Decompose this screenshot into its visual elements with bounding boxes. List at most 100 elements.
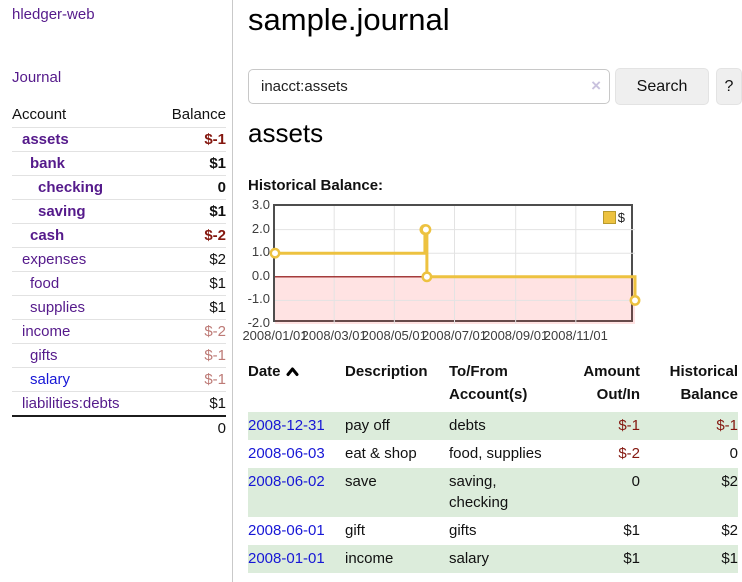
transaction-description-cell: eat & shop	[345, 445, 417, 462]
accounts-total-row: 0	[12, 415, 226, 440]
account-balance: $-2	[204, 323, 226, 340]
transaction-date-cell: 2008-12-31	[248, 412, 345, 440]
transaction-row: 2008-01-01 income salary $1 $1	[248, 545, 738, 573]
nav-journal-link[interactable]: Journal	[12, 69, 62, 86]
account-row: checking 0	[12, 175, 226, 199]
account-link[interactable]: liabilities:debts	[22, 395, 120, 412]
account-link[interactable]: bank	[30, 155, 66, 172]
date-column-header[interactable]: Date	[248, 360, 345, 412]
account-row: gifts $-1	[12, 343, 226, 367]
account-row: salary $-1	[12, 367, 226, 391]
transaction-row: 2008-06-02 save saving, checking 0 $2	[248, 468, 738, 517]
register-table: Date Description To/From Account(s) Amou…	[248, 360, 738, 573]
x-axis-tick-label: 2008/03/01	[301, 328, 367, 343]
chart-plot-area: $	[269, 204, 641, 324]
transaction-date-link[interactable]: 2008-06-01	[248, 522, 325, 539]
transaction-balance-cell: $-1	[640, 412, 738, 440]
y-axis-tick-label: 0.0	[251, 267, 270, 283]
transaction-description-cell: income	[345, 545, 449, 573]
account-link[interactable]: cash	[30, 227, 65, 244]
account-link[interactable]: expenses	[22, 251, 87, 268]
transaction-description-cell: gift	[345, 522, 366, 539]
account-link[interactable]: assets	[22, 131, 69, 148]
account-link[interactable]: gifts	[30, 347, 58, 364]
help-button[interactable]: ?	[716, 68, 742, 105]
transaction-amount-cell: $1	[561, 545, 640, 573]
account-balance: $-1	[204, 371, 226, 388]
account-row: saving $1	[12, 199, 226, 223]
register-header-row: Date Description To/From Account(s) Amou…	[248, 360, 738, 412]
account-column-header: Account	[12, 106, 67, 123]
accounts-total-value: 0	[217, 420, 226, 437]
account-balance: 0	[217, 179, 226, 196]
transaction-description-cell: save	[345, 468, 449, 517]
account-link[interactable]: saving	[38, 203, 86, 220]
transaction-accounts-cell: saving, checking	[449, 468, 561, 517]
transaction-date-cell: 2008-06-01	[248, 517, 345, 545]
transaction-amount-cell: $-2	[618, 445, 640, 462]
account-balance: $-1	[204, 131, 226, 148]
transaction-row: 2008-12-31 pay off debts $-1 $-1	[248, 412, 738, 440]
transaction-accounts-cell: food, supplies	[449, 445, 542, 462]
account-link[interactable]: food	[30, 275, 60, 292]
y-axis-tick-label: 1.0	[251, 244, 270, 260]
transaction-balance-cell: $2	[721, 522, 738, 539]
chart-canvas	[269, 206, 641, 324]
account-heading: assets	[248, 118, 324, 148]
account-balance: $-2	[204, 227, 226, 244]
search-form: ×	[248, 69, 610, 104]
transaction-date-link[interactable]: 2008-01-01	[248, 550, 325, 567]
account-row: supplies $1	[12, 295, 226, 319]
transaction-date-link[interactable]: 2008-06-03	[248, 445, 325, 462]
amount-column-header: Amount Out/In	[583, 363, 640, 403]
transaction-row: 2008-06-03 eat & shop food, supplies $-2 0	[248, 440, 738, 468]
transaction-amount-cell: 0	[561, 468, 640, 517]
x-axis-tick-label: 2008/07/01	[421, 328, 488, 343]
transaction-description-cell: pay off	[345, 412, 449, 440]
accounts-table: Account Balance assets $-1 bank $1 checking 0…	[12, 103, 226, 440]
x-axis-tick-label: 2008/01/01	[242, 328, 308, 343]
y-axis-tick-label: 2.0	[251, 220, 270, 236]
page-title: sample.journal	[248, 2, 450, 37]
account-row: income $-2	[12, 319, 226, 343]
x-axis-tick-label: 2008/11/01	[543, 328, 608, 343]
account-link[interactable]: checking	[38, 179, 104, 196]
app-title-link[interactable]: hledger-web	[12, 6, 95, 23]
chart-label: Historical Balance:	[248, 177, 384, 194]
account-link[interactable]: salary	[30, 371, 71, 388]
x-axis-tick-label: 2008/09/01	[483, 328, 549, 343]
transaction-accounts-cell: salary	[449, 545, 561, 573]
historical-balance-chart: 3.0 2.0 1.0 0.0 -1.0 -2.0 $ 2008/01/01 2008/03…	[238, 197, 742, 348]
transaction-balance-cell: $1	[640, 545, 738, 573]
description-column-header: Description	[345, 363, 428, 380]
transaction-date-cell: 2008-06-03	[248, 440, 345, 468]
transaction-balance-cell: 0	[729, 445, 738, 462]
y-axis-tick-label: 3.0	[251, 197, 270, 212]
transaction-date-link[interactable]: 2008-12-31	[248, 417, 325, 434]
transaction-date-link[interactable]: 2008-06-02	[248, 473, 325, 490]
search-button[interactable]: Search	[615, 68, 709, 105]
search-input[interactable]	[248, 69, 610, 104]
balance-column-header: Balance	[171, 106, 226, 123]
balance-column-header: Historical Balance	[669, 363, 738, 403]
account-balance: $1	[209, 299, 226, 316]
transaction-amount-cell: $1	[623, 522, 640, 539]
transaction-accounts-cell: gifts	[449, 522, 477, 539]
transaction-accounts-cell: debts	[449, 412, 561, 440]
accounts-table-header: Account Balance	[12, 103, 226, 127]
account-balance: $1	[209, 275, 226, 292]
account-link[interactable]: supplies	[30, 299, 86, 316]
account-row: assets $-1	[12, 127, 226, 151]
x-axis-tick-label: 2008/05/01	[361, 328, 427, 343]
account-balance: $1	[209, 203, 226, 220]
chart-legend: $	[602, 210, 625, 225]
legend-label: $	[617, 210, 625, 225]
clear-search-icon[interactable]: ×	[591, 76, 601, 95]
y-axis-tick-label: -2.0	[247, 315, 270, 330]
account-balance: $1	[209, 395, 226, 412]
transaction-row: 2008-06-01 gift gifts $1 $2	[248, 517, 738, 545]
transaction-date-cell: 2008-06-02	[248, 468, 345, 517]
account-link[interactable]: income	[22, 323, 71, 340]
account-row: food $1	[12, 271, 226, 295]
account-balance: $1	[209, 155, 226, 172]
